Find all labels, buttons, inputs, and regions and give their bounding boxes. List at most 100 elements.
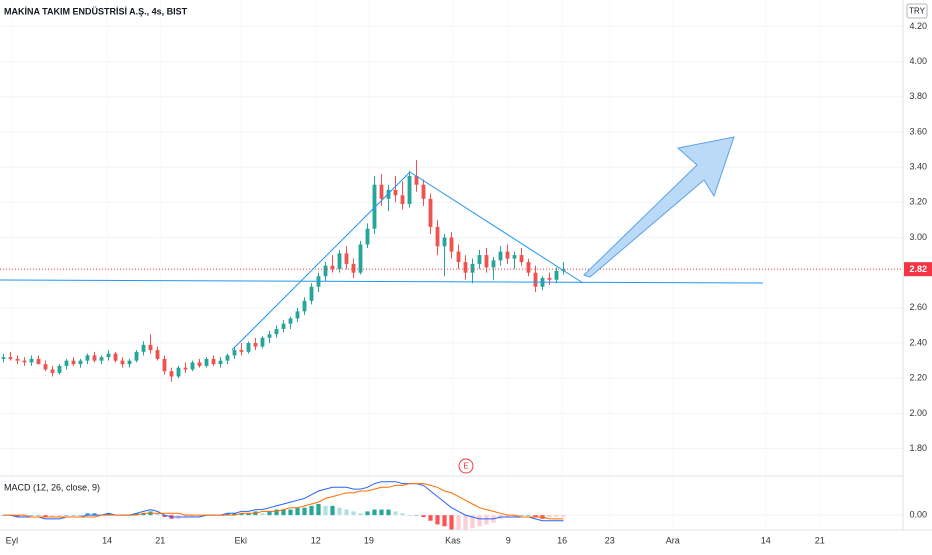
currency-box[interactable] xyxy=(906,3,928,19)
candle-body xyxy=(71,360,76,365)
x-tick-label: Kas xyxy=(445,535,461,545)
candle-body xyxy=(253,343,258,347)
candle-body xyxy=(344,253,349,264)
histogram-bar xyxy=(267,511,272,516)
histogram-bar xyxy=(435,515,440,525)
candle-body xyxy=(246,343,251,352)
candle-body xyxy=(421,184,426,199)
candle-body xyxy=(211,358,216,365)
candle-body xyxy=(1,357,6,359)
candle-body xyxy=(533,272,538,287)
axes: 4.20 4.00 3.80 3.60 3.40 3.20 3.00 2.60 2.40 2.20… xyxy=(6,21,932,545)
candle-body xyxy=(120,360,125,365)
candle-body xyxy=(267,334,272,338)
histogram-bar xyxy=(43,515,48,517)
histogram-bar xyxy=(183,515,188,517)
candle-body xyxy=(36,358,41,365)
histogram-bar xyxy=(372,509,377,516)
candle-body xyxy=(15,358,20,361)
candle-body xyxy=(106,353,111,358)
histogram-bar xyxy=(442,515,447,527)
y-tick-label: 0.00 xyxy=(909,510,927,520)
histogram-bar xyxy=(309,505,314,516)
y-tick-label: 3.60 xyxy=(909,126,927,136)
candle-body xyxy=(477,255,482,264)
histogram-bar xyxy=(22,515,27,517)
y-tick-label: 2.60 xyxy=(909,302,927,312)
histogram-bar xyxy=(393,511,398,516)
candle-body xyxy=(302,300,307,312)
histogram-bar xyxy=(155,513,160,516)
candle-body xyxy=(274,328,279,335)
x-tick-label: 9 xyxy=(506,535,511,545)
macd-line xyxy=(3,481,564,522)
chart-title: MAKİNA TAKIM ENDÜSTRİSİ A.Ş., 4s, BIST xyxy=(4,6,188,16)
histogram-bar xyxy=(365,511,370,516)
histogram-bar xyxy=(274,509,279,516)
candle-body xyxy=(190,362,195,370)
candle-body xyxy=(113,353,118,361)
event-marker[interactable] xyxy=(458,458,474,474)
y-tick-label: 2.20 xyxy=(909,373,927,383)
candle-body xyxy=(92,355,97,361)
histogram-bar xyxy=(428,515,433,521)
histogram-bar xyxy=(414,515,419,516)
candle-body xyxy=(64,360,69,366)
candle-body xyxy=(309,286,314,301)
histogram-bar xyxy=(225,513,230,516)
histogram-bar xyxy=(71,515,76,516)
candle-body xyxy=(505,251,510,259)
histogram-bar xyxy=(484,515,489,525)
x-tick-label: 21 xyxy=(155,535,165,545)
histogram-bar xyxy=(106,513,111,516)
histogram-bar xyxy=(15,515,20,517)
candle-body xyxy=(484,255,489,268)
histogram-bar xyxy=(92,513,97,516)
histogram-bar xyxy=(288,509,293,516)
candle-body xyxy=(491,260,496,268)
histogram-bar xyxy=(57,515,62,517)
histogram-bar xyxy=(197,515,202,517)
histogram-bar xyxy=(561,515,566,517)
histogram-bar xyxy=(358,513,363,516)
y-tick-label: 4.00 xyxy=(909,56,927,66)
histogram-bar xyxy=(547,515,552,517)
histogram-bar xyxy=(232,513,237,516)
signal-line xyxy=(3,483,564,520)
candle-body xyxy=(400,195,405,205)
histogram-bar xyxy=(64,515,69,516)
candle-body xyxy=(379,184,384,199)
trend-line xyxy=(409,171,584,284)
candle-body xyxy=(183,367,188,370)
x-tick-label: Eki xyxy=(235,535,248,545)
event-label: E xyxy=(463,462,468,471)
candle-body xyxy=(78,360,83,365)
x-tick-label: 14 xyxy=(761,535,771,545)
candle-body xyxy=(50,369,55,373)
candle-body xyxy=(8,357,13,359)
trend-line xyxy=(231,171,411,351)
candle-body xyxy=(281,323,286,329)
candle-body xyxy=(526,262,531,273)
candle-body xyxy=(351,263,356,273)
y-tick-label: 2.00 xyxy=(909,408,927,418)
histogram-bar xyxy=(337,507,342,516)
candle-body xyxy=(512,255,517,259)
histogram-bar xyxy=(477,515,482,527)
histogram-bar xyxy=(407,515,412,516)
candle-body xyxy=(141,344,146,352)
candle-body xyxy=(85,355,90,361)
candle-body xyxy=(456,251,461,263)
histogram-bar xyxy=(302,507,307,516)
candle-body xyxy=(554,270,559,280)
candle-body xyxy=(239,350,244,352)
candle-body xyxy=(29,358,34,363)
y-tick-label: 3.40 xyxy=(909,162,927,172)
candle-body xyxy=(330,265,335,270)
currency: TRY xyxy=(909,7,926,16)
histogram-bar xyxy=(260,513,265,516)
histogram-bar xyxy=(246,513,251,516)
histogram-bar xyxy=(323,505,328,516)
